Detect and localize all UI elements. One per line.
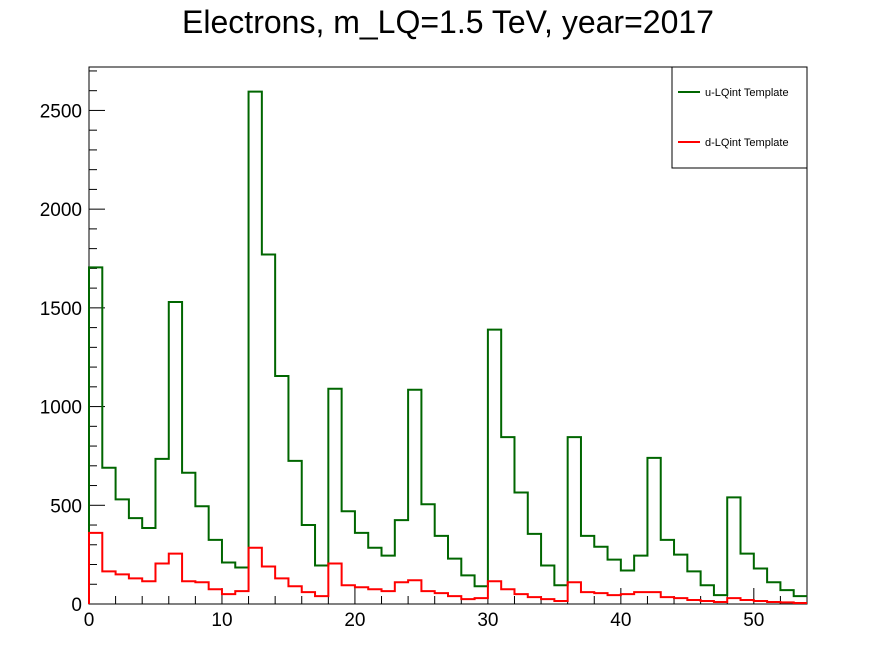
series-layer bbox=[88, 90, 807, 605]
y-tick-label: 1000 bbox=[40, 398, 82, 419]
y-tick-label: 0 bbox=[71, 595, 82, 616]
legend-entry: u-LQint Template bbox=[678, 87, 789, 99]
x-tick-label: 50 bbox=[743, 610, 764, 631]
legend-entry: d-LQint Template bbox=[678, 137, 789, 149]
y-tick-label: 1500 bbox=[40, 299, 82, 320]
x-tick-label: 20 bbox=[344, 610, 365, 631]
histogram-line bbox=[88, 90, 807, 604]
y-axis: 0 500 1000 1500 2000 2500 bbox=[40, 70, 105, 616]
series-d-lqint bbox=[88, 531, 807, 605]
legend-box bbox=[671, 66, 808, 169]
x-tick-label: 0 bbox=[84, 610, 95, 631]
y-tick-label: 500 bbox=[50, 496, 82, 517]
legend-label: u-LQint Template bbox=[705, 87, 789, 99]
x-tick-label: 10 bbox=[211, 610, 232, 631]
y-tick-label: 2500 bbox=[40, 101, 82, 122]
legend: u-LQint Template d-LQint Template bbox=[671, 66, 808, 169]
x-tick-label: 30 bbox=[477, 610, 498, 631]
chart-title: Electrons, m_LQ=1.5 TeV, year=2017 bbox=[182, 4, 714, 40]
histogram-line bbox=[88, 531, 807, 605]
series-u-lqint bbox=[88, 90, 807, 604]
x-tick-label: 40 bbox=[610, 610, 631, 631]
y-tick-label: 2000 bbox=[40, 200, 82, 221]
legend-label: d-LQint Template bbox=[705, 137, 789, 149]
